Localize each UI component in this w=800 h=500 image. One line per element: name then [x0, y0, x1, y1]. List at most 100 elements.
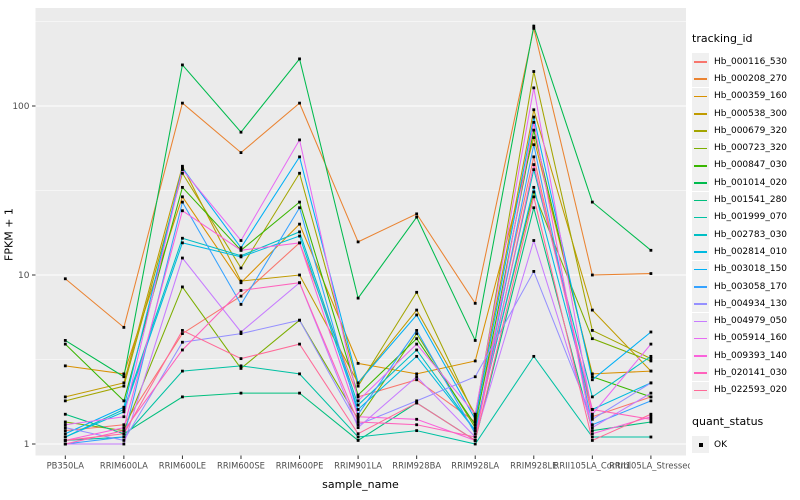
data-point	[298, 234, 301, 238]
x-tick-label: PB350LA	[47, 461, 85, 471]
data-point	[356, 426, 360, 430]
data-point	[239, 246, 243, 250]
data-point	[473, 432, 477, 436]
data-point	[473, 442, 477, 446]
data-point	[239, 239, 243, 242]
data-point	[649, 342, 653, 346]
data-point	[181, 63, 184, 67]
data-point	[415, 212, 419, 216]
legend-key-box	[692, 364, 709, 382]
data-point	[590, 408, 594, 411]
legend-key-box	[692, 295, 709, 313]
data-point	[298, 57, 301, 61]
legend-item-label: Hb_000723_320	[714, 143, 788, 154]
data-point	[473, 429, 477, 433]
data-point	[298, 155, 301, 159]
data-point	[532, 206, 536, 210]
legend-key-box	[692, 329, 709, 347]
legend-item-Hb_004979_050: Hb_004979_050	[692, 312, 800, 330]
x-tick-label: RRIM928LE	[510, 461, 557, 471]
data-point	[181, 329, 184, 332]
legend-line-swatch	[694, 113, 707, 115]
data-point	[649, 391, 653, 395]
legend-key-box	[692, 122, 709, 140]
data-point	[532, 195, 536, 199]
data-point	[590, 415, 594, 419]
data-point	[181, 200, 184, 204]
data-point	[532, 163, 536, 167]
tracking-id-legend-list: Hb_000116_530 Hb_000208_270 Hb_000359_160 H…	[692, 53, 800, 399]
legend-item-label: Hb_000116_530	[714, 56, 788, 67]
data-point	[356, 399, 360, 403]
legend-line-swatch	[694, 95, 707, 98]
data-point	[649, 412, 653, 416]
data-point	[415, 332, 419, 336]
x-tick-label: RRII105LA_Control	[554, 461, 632, 471]
data-point	[298, 241, 301, 245]
data-point	[239, 332, 243, 336]
legend-item-label: Hb_002783_030	[714, 229, 788, 240]
data-point	[473, 375, 477, 379]
data-point	[356, 381, 360, 385]
data-point	[122, 415, 126, 419]
data-point	[63, 277, 67, 281]
data-point	[590, 329, 594, 332]
data-point	[532, 190, 536, 194]
legend-line-swatch	[694, 303, 707, 305]
data-point	[590, 412, 594, 416]
data-point	[532, 239, 536, 242]
data-point	[122, 429, 126, 433]
data-point	[239, 302, 243, 306]
data-point	[356, 432, 360, 436]
data-point	[63, 442, 67, 446]
data-point	[590, 337, 594, 341]
legend-item-label: Hb_003018_150	[714, 264, 788, 275]
legend-key-box	[692, 156, 709, 174]
data-point	[590, 435, 594, 439]
data-point	[181, 164, 184, 168]
data-point	[63, 435, 67, 439]
data-point	[532, 155, 536, 159]
legend-key-box	[692, 260, 709, 278]
data-point	[181, 166, 184, 170]
data-point	[122, 432, 126, 436]
data-point	[181, 369, 184, 373]
data-point	[415, 337, 419, 341]
legend-item-Hb_000208_270: Hb_000208_270	[692, 70, 800, 88]
legend-key-box	[692, 347, 709, 365]
data-point	[122, 381, 126, 385]
legend-item-Hb_005914_160: Hb_005914_160	[692, 329, 800, 347]
legend-key-box	[692, 278, 709, 295]
legend-item-Hb_000116_530: Hb_000116_530	[692, 53, 800, 71]
data-point	[532, 108, 536, 112]
data-point	[181, 195, 184, 199]
data-point	[122, 372, 126, 376]
quant-status-legend-list: OK	[692, 436, 800, 454]
data-point	[649, 272, 653, 275]
data-point	[415, 372, 419, 376]
data-point	[649, 381, 653, 385]
data-point	[239, 391, 243, 395]
legend-item-Hb_002814_010: Hb_002814_010	[692, 243, 800, 261]
data-point	[532, 168, 536, 172]
data-point	[473, 423, 477, 427]
data-point	[415, 215, 419, 219]
data-point	[473, 359, 477, 363]
legend-panel: tracking_id Hb_000116_530 Hb_000208_270 Hb…	[692, 0, 800, 500]
data-point	[181, 395, 184, 399]
data-point	[532, 115, 536, 119]
legend-item-label: Hb_004979_050	[714, 316, 788, 327]
legend-item-label: Hb_009393_140	[714, 350, 788, 361]
data-point	[590, 378, 594, 382]
legend-item-Hb_001541_280: Hb_001541_280	[692, 191, 800, 209]
data-point	[63, 420, 67, 424]
legend-line-swatch	[694, 199, 707, 202]
legend-title-tracking-id: tracking_id	[692, 32, 753, 45]
data-point	[298, 372, 301, 376]
x-tick-label: RRII105LA_Stressed	[609, 461, 690, 471]
data-point	[356, 384, 360, 388]
data-point	[239, 281, 243, 285]
data-point	[415, 429, 419, 433]
data-point	[473, 417, 477, 421]
